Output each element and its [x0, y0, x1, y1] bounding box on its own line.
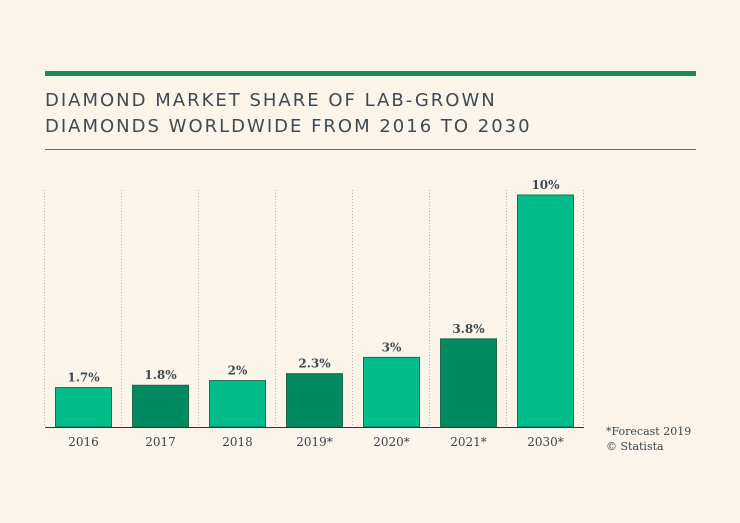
source-credit: © Statista [606, 440, 664, 453]
x-tick-label: 2019* [296, 435, 333, 449]
x-tick-label: 2016 [68, 435, 99, 449]
chart-title: Diamond market share of lab-grown diamon… [45, 90, 532, 137]
bar-2020 [363, 356, 420, 428]
x-tick-label: 2020* [373, 435, 410, 449]
data-label: 1.7% [67, 371, 100, 385]
bar-2016 [55, 387, 112, 428]
bar-2030 [517, 194, 574, 428]
bar-2017 [132, 384, 189, 428]
data-label: 1.8% [144, 368, 177, 382]
bar-2021 [440, 338, 497, 428]
x-tick-label: 2018 [222, 435, 253, 449]
header-top-rule [45, 71, 696, 76]
title-divider [45, 149, 696, 150]
data-label: 2% [228, 364, 248, 378]
data-label: 3% [382, 340, 402, 354]
x-tick-label: 2030* [527, 435, 564, 449]
x-tick-label: 2017 [145, 435, 176, 449]
bar-2019 [286, 373, 343, 428]
forecast-footnote: *Forecast 2019 [606, 425, 692, 438]
footnote-block: *Forecast 2019 © Statista [606, 424, 726, 454]
data-label: 3.8% [452, 322, 485, 336]
x-tick-label: 2021* [450, 435, 487, 449]
bar-2018 [209, 380, 266, 428]
data-label: 10% [531, 178, 560, 192]
data-label: 2.3% [298, 357, 331, 371]
